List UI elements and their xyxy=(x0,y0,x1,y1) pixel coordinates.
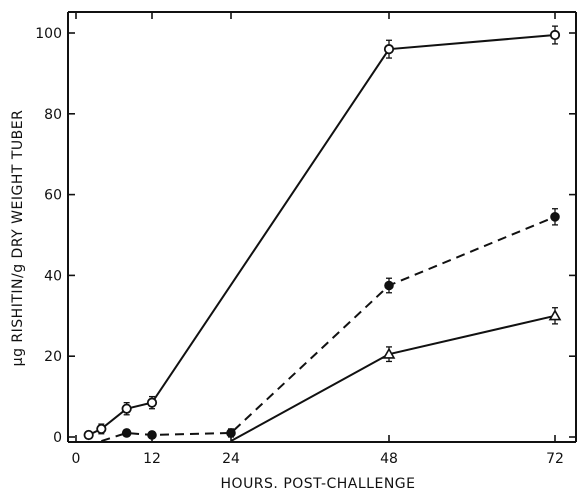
x-tick-label: 12 xyxy=(143,451,161,467)
series-line xyxy=(88,34,556,436)
series-filled-circle xyxy=(101,208,560,442)
x-tick-label: 24 xyxy=(222,451,240,467)
series-layer xyxy=(83,25,562,442)
series-line xyxy=(101,215,556,442)
x-tick-label: 72 xyxy=(546,451,564,467)
data-point-filled-circle xyxy=(550,212,560,222)
series-open-circle xyxy=(83,25,561,441)
x-tick-label: 48 xyxy=(380,451,398,467)
y-axis-label: μg RISHITIN/g DRY WEIGHT TUBER xyxy=(10,110,26,367)
y-tick-label: 100 xyxy=(35,26,62,42)
y-tick-label: 80 xyxy=(44,107,62,123)
data-point-filled-circle xyxy=(226,428,236,438)
data-point-filled-circle xyxy=(384,280,394,291)
data-point-open-triangle xyxy=(382,347,396,359)
series-line xyxy=(230,314,556,442)
y-tick-label: 60 xyxy=(44,188,62,204)
x-ticks: 0 12 24 48 72 xyxy=(72,12,564,467)
x-axis-label: HOURS. POST-CHALLENGE xyxy=(221,476,416,492)
data-point-open-circle xyxy=(96,423,107,435)
series-open-triangle xyxy=(230,307,562,442)
y-tick-label: 40 xyxy=(44,268,62,284)
y-tick-label: 20 xyxy=(44,349,62,365)
data-point-open-triangle xyxy=(548,309,562,321)
data-point-filled-circle xyxy=(121,428,132,438)
x-tick-label: 0 xyxy=(72,451,81,467)
data-point-open-circle xyxy=(383,44,395,55)
data-point-open-circle xyxy=(146,397,158,408)
data-point-open-circle xyxy=(121,403,132,414)
data-point-open-circle xyxy=(549,29,561,41)
y-ticks: 0 20 40 60 80 100 xyxy=(35,26,576,446)
data-point-open-circle xyxy=(83,429,94,441)
data-point-filled-circle xyxy=(147,430,157,440)
y-tick-label: 0 xyxy=(53,430,62,446)
plot-area xyxy=(67,11,577,443)
